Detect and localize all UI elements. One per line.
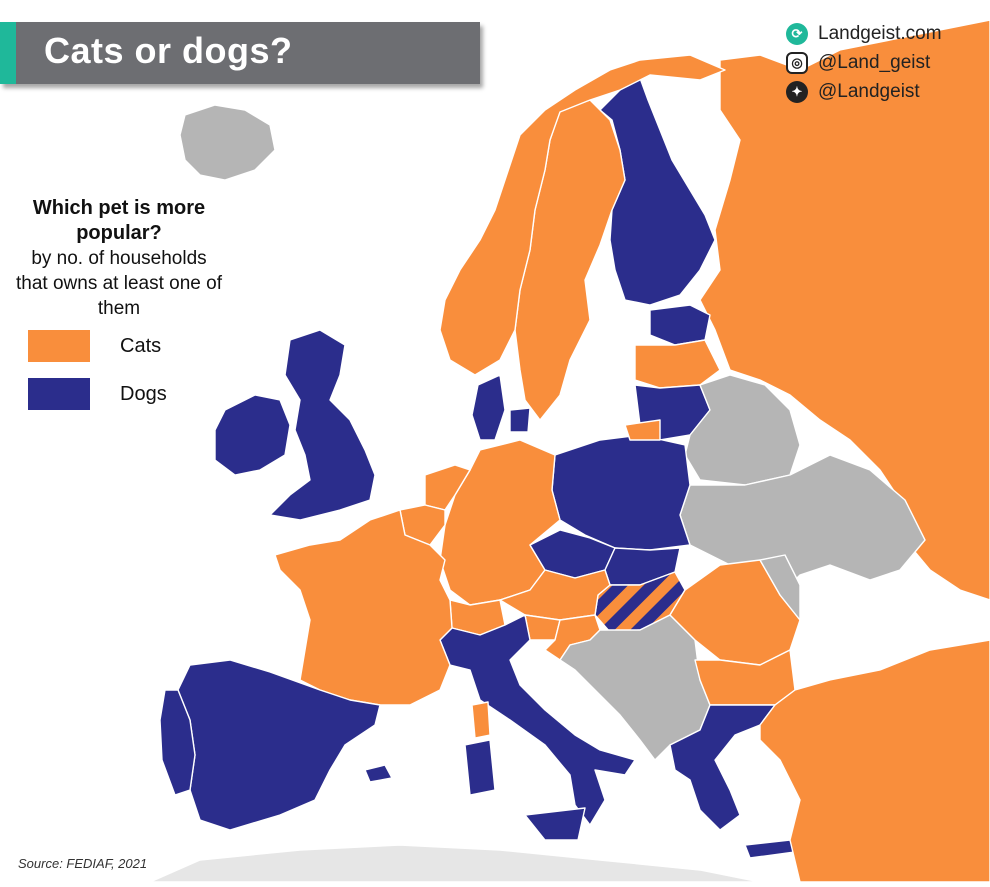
globe-icon: ⟳ — [786, 23, 808, 45]
page-title: Cats or dogs? — [44, 30, 293, 71]
branding: ⟳ Landgeist.com ◎ @Land_geist ✦ @Landgei… — [786, 20, 942, 107]
corsica-island — [471, 701, 491, 739]
estonia-region — [649, 304, 711, 346]
brand-website-text: Landgeist.com — [818, 23, 942, 44]
source-note: Source: FEDIAF, 2021 — [18, 856, 148, 871]
twitter-icon: ✦ — [786, 81, 808, 103]
legend-heading: Which pet is more popular? — [32, 197, 206, 244]
denmark-region — [471, 374, 506, 441]
brand-instagram[interactable]: ◎ @Land_geist — [786, 49, 942, 77]
dogs-swatch — [28, 378, 90, 410]
russia-region — [699, 19, 990, 601]
sardinia-island — [464, 739, 496, 796]
france-region — [274, 509, 453, 706]
norway-region — [439, 54, 726, 376]
uk-region — [269, 329, 376, 521]
legend-item-cats: Cats — [28, 330, 218, 364]
legend: Which pet is more popular? by no. of hou… — [14, 196, 224, 321]
north-africa-region — [149, 844, 761, 883]
ireland-region — [214, 394, 291, 476]
cats-swatch — [28, 330, 90, 362]
moldova-region — [759, 554, 801, 621]
sicily-island — [524, 807, 586, 841]
italy-region — [439, 614, 636, 826]
slovenia-region — [524, 614, 561, 641]
brand-twitter-text: @Landgeist — [818, 81, 920, 102]
instagram-icon: ◎ — [786, 52, 808, 74]
crete-island — [744, 839, 796, 859]
legend-item-dogs: Dogs — [28, 378, 218, 412]
iceland-region — [179, 104, 276, 181]
kaliningrad-region — [624, 419, 661, 441]
brand-twitter[interactable]: ✦ @Landgeist — [786, 78, 942, 106]
latvia-region — [634, 339, 721, 389]
cats-label: Cats — [120, 335, 162, 357]
dogs-label: Dogs — [120, 383, 167, 405]
title-accent — [0, 22, 16, 84]
turkey-region — [759, 639, 990, 883]
brand-website[interactable]: ⟳ Landgeist.com — [786, 20, 942, 48]
denmark-islands — [509, 407, 531, 433]
greece-region — [669, 704, 776, 831]
brand-instagram-text: @Land_geist — [818, 52, 931, 73]
balearic-islands — [364, 764, 393, 783]
title-bar: Cats or dogs? — [0, 22, 480, 84]
portugal-region — [159, 689, 196, 796]
legend-subtitle: by no. of households that owns at least … — [16, 248, 222, 319]
ukraine-region — [679, 454, 926, 596]
